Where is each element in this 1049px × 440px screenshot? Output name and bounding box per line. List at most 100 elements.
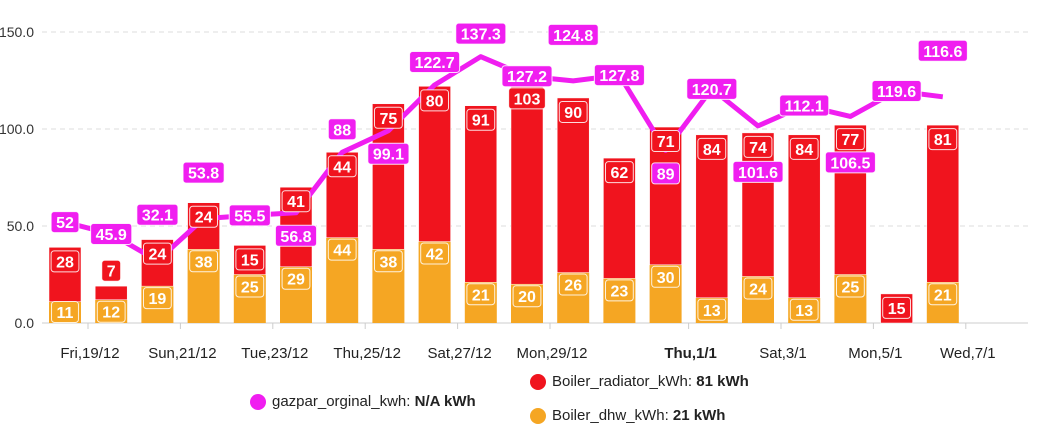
data-label-gazpar: 120.7: [692, 82, 732, 99]
data-label-radiator-box: [558, 100, 588, 123]
data-label-radiator-box: [508, 87, 546, 110]
data-label-radiator-group: 15: [235, 248, 265, 271]
data-label-radiator-box: [651, 130, 680, 153]
data-label-gazpar-group: 127.8: [593, 64, 645, 87]
legend-item-gazpar[interactable]: gazpar_orginal_kwh: N/A kWh: [250, 393, 476, 410]
data-label-dhw-box: [928, 283, 958, 306]
data-label-radiator: 90: [564, 105, 582, 122]
data-label-dhw-box: [281, 267, 311, 290]
data-label-dhw-box: [836, 275, 865, 298]
data-label-dhw-box: [743, 277, 773, 300]
data-label-radiator-group: 41: [281, 190, 311, 213]
data-label-gazpar-group: 124.8: [547, 23, 599, 46]
data-label-gazpar: 56.8: [280, 229, 311, 246]
data-label-radiator-group: 7: [101, 259, 122, 282]
data-label-radiator-group: 62: [605, 161, 634, 184]
data-label-dhw-box: [420, 242, 449, 265]
data-label-gazpar-box: [824, 151, 876, 174]
x-tick-label: Tue,23/12: [241, 345, 308, 362]
data-label-dhw-group: 23: [605, 279, 634, 302]
data-label-gazpar: 127.8: [599, 68, 639, 85]
y-tick-label: 100.0: [0, 121, 34, 137]
data-label-radiator: 77: [842, 132, 860, 149]
data-label-radiator-box: [281, 190, 311, 213]
energy-chart: 11 12 19 38 25 29 44 38 42 21 20 26 23 30 13 24 13 25 21 28…: [0, 22, 1028, 362]
data-label-gazpar-box: [367, 142, 410, 165]
data-label-dhw-group: 24: [743, 277, 773, 300]
legend-item-radiator[interactable]: Boiler_radiator_kWh: 81 kWh: [530, 373, 749, 390]
legend-marker-radiator: [530, 373, 546, 390]
data-label-dhw-group: 25: [836, 275, 865, 298]
data-label-dhw-group: 42: [420, 242, 449, 265]
data-label-dhw: 12: [102, 305, 120, 322]
data-label-gazpar: 89: [657, 166, 675, 183]
data-label-dhw: 42: [426, 247, 444, 264]
data-label-dhw: 13: [703, 303, 721, 320]
data-label-gazpar-box: [90, 222, 133, 245]
data-label-gazpar-box: [274, 224, 318, 247]
data-label-radiator-box: [235, 248, 265, 271]
data-label-dhw-group: 30: [651, 265, 680, 288]
x-tick-label: Mon,29/12: [517, 345, 588, 362]
data-label-radiator-box: [882, 296, 911, 319]
legend-value-dhw: 21 kWh: [672, 407, 726, 424]
data-label-dhw: 38: [380, 254, 398, 271]
data-label-dhw-group: 21: [466, 283, 496, 306]
data-label-gazpar-box: [686, 77, 738, 100]
x-tick-label: Sun,21/12: [148, 345, 216, 362]
data-label-gazpar: 127.2: [507, 69, 547, 86]
data-label-gazpar-group: 119.6: [871, 79, 922, 102]
data-label-dhw: 25: [842, 280, 860, 297]
data-label-radiator-group: 24: [189, 205, 218, 228]
legend-item-dhw[interactable]: Boiler_dhw_kWh: 21 kWh: [530, 407, 725, 424]
data-label-gazpar-box: [50, 211, 80, 234]
data-label-gazpar-group: 55.5: [228, 204, 271, 227]
data-label-radiator-box: [743, 135, 773, 158]
data-label-dhw-group: 21: [928, 283, 958, 306]
data-label-dhw: 19: [149, 291, 167, 308]
bar-radiator: [695, 134, 729, 299]
data-label-dhw: 21: [934, 287, 952, 304]
data-label-dhw-group: 13: [697, 298, 727, 321]
data-label-dhw-box: [697, 298, 727, 321]
data-label-radiator: 28: [56, 254, 74, 271]
data-label-radiator-group: 77: [836, 128, 865, 151]
data-label-dhw: 13: [795, 303, 813, 320]
data-label-gazpar-group: 127.2: [501, 65, 553, 88]
data-label-gazpar-box: [182, 161, 225, 184]
data-label-gazpar-box: [779, 94, 830, 117]
data-label-radiator-group: 84: [697, 137, 727, 160]
x-tick-label: Thu,1/1: [664, 345, 717, 362]
data-label-gazpar-group: 88: [327, 118, 357, 141]
data-label-dhw: 29: [287, 272, 305, 289]
x-tick-label: Thu,25/12: [333, 345, 401, 362]
data-label-gazpar: 45.9: [96, 227, 127, 244]
bar-radiator: [464, 105, 498, 283]
data-label-gazpar-group: 122.7: [409, 50, 461, 73]
data-label-radiator: 80: [426, 93, 444, 110]
data-label-dhw-group: 29: [281, 267, 311, 290]
data-label-radiator-box: [420, 89, 449, 112]
data-label-dhw: 20: [518, 289, 536, 306]
data-label-radiator-box: [50, 250, 80, 273]
data-label-radiator: 24: [149, 247, 167, 264]
legend-label-radiator: Boiler_radiator_kWh: [552, 373, 688, 390]
data-label-radiator: 24: [195, 210, 213, 227]
data-label-dhw-group: 25: [235, 275, 265, 298]
data-label-dhw-box: [789, 298, 819, 321]
data-label-radiator-group: 91: [466, 108, 496, 131]
data-label-dhw-box: [189, 250, 218, 273]
data-label-gazpar: 119.6: [877, 84, 916, 101]
data-label-dhw: 44: [333, 243, 351, 260]
data-label-gazpar-group: 56.8: [274, 224, 318, 247]
data-label-radiator-box: [466, 108, 496, 131]
data-label-dhw-group: 13: [789, 298, 819, 321]
data-label-radiator: 15: [241, 252, 259, 269]
data-label-dhw-box: [96, 300, 126, 323]
bar-radiator: [94, 285, 128, 300]
data-label-radiator: 41: [287, 194, 305, 211]
data-label-dhw: 38: [195, 254, 213, 271]
data-label-dhw: 21: [472, 287, 490, 304]
bar-radiator: [926, 124, 960, 283]
